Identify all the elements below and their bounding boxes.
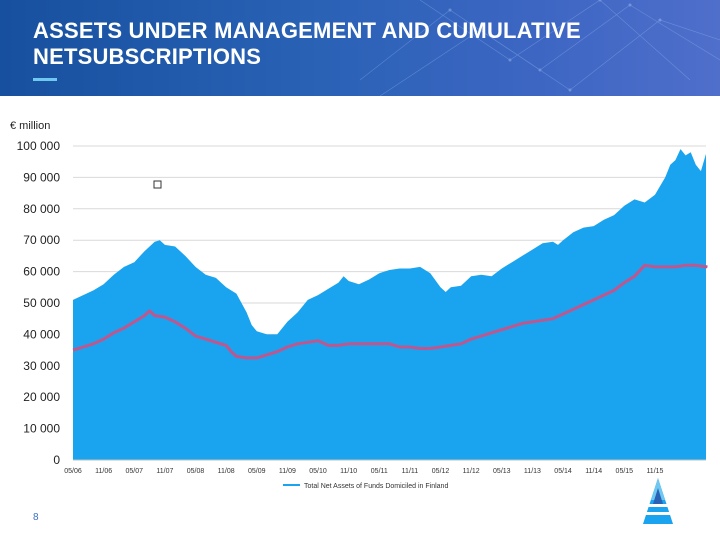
y-tick-label: 70 000: [23, 233, 60, 247]
x-tick-label: 11/15: [646, 468, 663, 475]
y-tick-label: 80 000: [23, 202, 60, 216]
y-tick-label: 60 000: [23, 265, 60, 279]
banner-decoration: [360, 0, 720, 96]
legend: Total Net Assets of Funds Domiciled in F…: [283, 483, 448, 490]
x-tick-label: 05/09: [248, 468, 266, 475]
page-title: ASSETS UNDER MANAGEMENT AND CUMULATIVE N…: [33, 18, 713, 70]
logo-icon: [643, 478, 673, 524]
y-tick-label: 50 000: [23, 296, 60, 310]
x-tick-label: 11/12: [463, 468, 480, 475]
header-banner: ASSETS UNDER MANAGEMENT AND CUMULATIVE N…: [0, 0, 720, 96]
y-tick-label: 10 000: [23, 422, 60, 436]
x-tick-label: 11/07: [156, 468, 173, 475]
x-tick-label: 11/06: [95, 468, 112, 475]
x-tick-label: 11/09: [279, 468, 296, 475]
x-tick-label: 05/07: [125, 468, 143, 475]
y-tick-label: 100 000: [17, 139, 61, 153]
y-tick-label: 30 000: [23, 359, 60, 373]
x-tick-label: 05/06: [64, 468, 82, 475]
unit-label: € million: [10, 120, 51, 132]
x-tick-label: 05/12: [432, 468, 450, 475]
title-line-1: ASSETS UNDER MANAGEMENT AND CUMULATIVE: [33, 18, 581, 43]
page-number: 8: [33, 512, 39, 523]
y-tick-label: 90 000: [23, 170, 60, 184]
x-tick-label: 05/08: [187, 468, 205, 475]
x-tick-label: 05/15: [616, 468, 634, 475]
x-tick-label: 05/13: [493, 468, 511, 475]
x-tick-label: 11/14: [585, 468, 602, 475]
x-tick-label: 11/11: [402, 468, 419, 475]
x-tick-label: 05/11: [371, 468, 388, 475]
marker-square: [153, 180, 162, 189]
area-total-net-assets: [73, 149, 706, 460]
title-underline: [33, 78, 57, 81]
y-tick-label: 20 000: [23, 390, 60, 404]
legend-label: Total Net Assets of Funds Domiciled in F…: [304, 483, 448, 490]
y-tick-label: 0: [53, 453, 60, 467]
x-tick-label: 11/10: [340, 468, 357, 475]
axis-layer: 0 10 000 20 000 30 000 40 000 50 000 60 000 70 …: [17, 139, 706, 475]
y-tick-label: 40 000: [23, 327, 60, 341]
x-tick-label: 05/14: [554, 468, 572, 475]
x-tick-label: 05/10: [309, 468, 327, 475]
title-line-2: NETSUBSCRIPTIONS: [33, 44, 262, 69]
x-tick-label: 11/13: [524, 468, 541, 475]
series-layer: [72, 149, 708, 460]
line-cumulative-net-subscriptions: [72, 263, 708, 360]
x-tick-label: 11/08: [218, 468, 235, 475]
